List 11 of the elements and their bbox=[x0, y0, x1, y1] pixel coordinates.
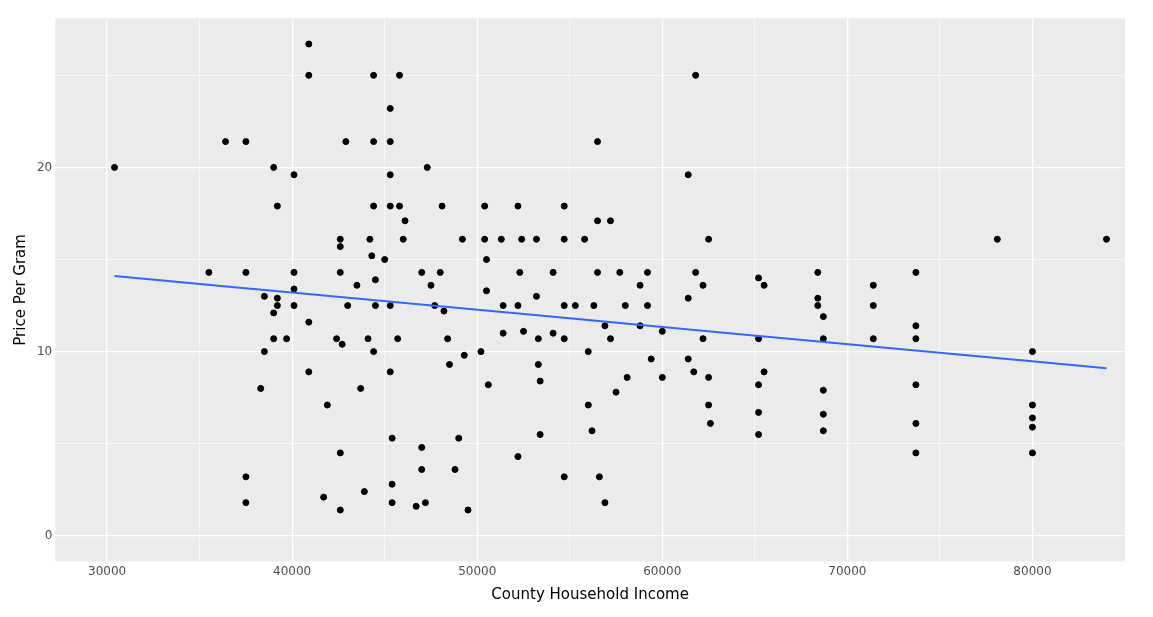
x-axis-title: County Household Income bbox=[491, 584, 689, 603]
x-tick-label: 50000 bbox=[458, 563, 497, 578]
x-tick-label: 60000 bbox=[643, 563, 682, 578]
x-tick-label: 80000 bbox=[1013, 563, 1052, 578]
x-tick-label: 70000 bbox=[828, 563, 867, 578]
y-tick-label: 20 bbox=[36, 159, 53, 174]
x-tick-label: 40000 bbox=[273, 563, 312, 578]
y-axis-title: Price Per Gram bbox=[10, 234, 29, 346]
y-tick-label: 10 bbox=[36, 343, 53, 358]
y-tick-label: 0 bbox=[44, 527, 53, 542]
x-tick-label: 30000 bbox=[88, 563, 127, 578]
